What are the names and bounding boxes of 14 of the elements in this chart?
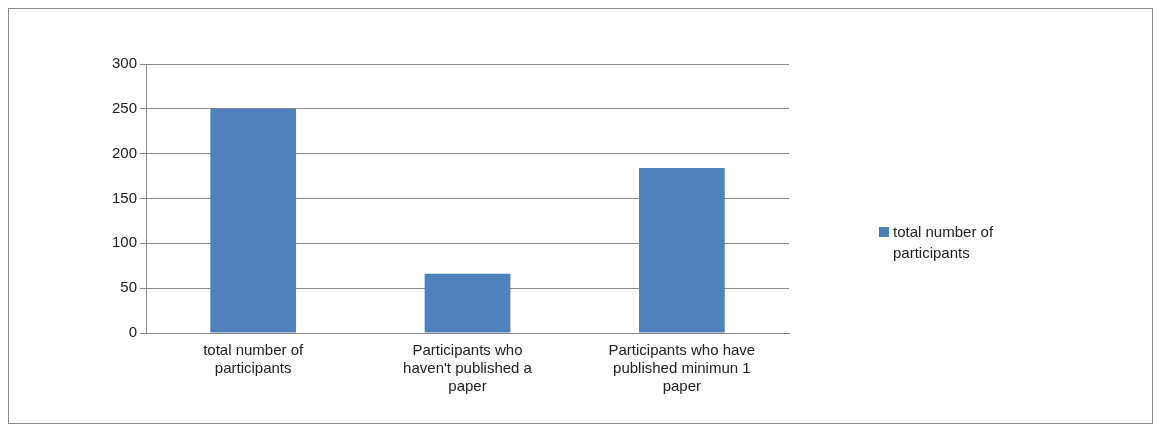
x-tick-label: Participants who have published minimun 1 paper [608,341,756,395]
bar [424,273,511,333]
y-tick-label: 150 [112,188,138,206]
x-tick-label: Participants who haven't published a paper [403,341,533,395]
bar [638,168,725,333]
y-tick-label: 200 [112,143,138,161]
x-tick-label: total number of participants [203,341,305,377]
bar [210,108,297,333]
y-tick-label: 50 [120,278,138,296]
legend-label: total number of participants [893,222,995,263]
y-tick-label: 250 [112,98,138,116]
y-tick-label: 0 [128,323,138,341]
y-tick-label: 300 [112,54,138,72]
y-tick-label: 100 [112,233,138,251]
